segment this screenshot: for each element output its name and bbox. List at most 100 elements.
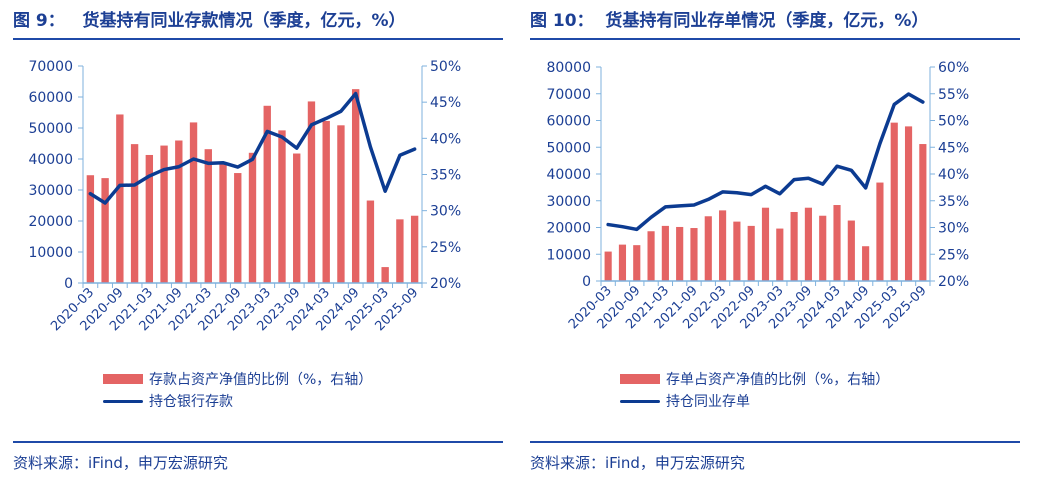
left-tick-label: 40000 xyxy=(546,167,591,183)
series-line xyxy=(88,91,417,205)
bar xyxy=(101,178,109,283)
legend-item-line: 持仓银行存款 xyxy=(103,390,372,412)
bar xyxy=(86,175,95,283)
left-tick-label: 70000 xyxy=(28,59,73,75)
left-tick-label: 10000 xyxy=(546,247,591,263)
left-tick-label: 30000 xyxy=(546,194,591,210)
bar xyxy=(862,246,870,281)
bar xyxy=(733,221,741,281)
bar xyxy=(676,226,684,281)
right-tick-label: 50% xyxy=(430,59,461,75)
legend-item-bar: 存款占资产净值的比例（%，右轴） xyxy=(103,368,372,390)
bar xyxy=(776,228,784,281)
right-tick-label: 30% xyxy=(430,204,461,220)
bar xyxy=(847,220,855,281)
source-note: 资料来源：iFind，申万宏源研究 xyxy=(13,454,228,472)
bar xyxy=(307,101,316,284)
chart-panel-cds: 图 10： 货基持有同业存单情况（季度，亿元，%） 0 10000 20000 300… xyxy=(530,0,1020,488)
right-tick-label: 25% xyxy=(938,247,969,263)
bar xyxy=(293,153,301,283)
title-divider xyxy=(13,38,503,40)
bar xyxy=(219,163,227,283)
legend-label: 存单占资产净值的比例（%，右轴） xyxy=(666,372,890,388)
bar xyxy=(396,219,404,283)
bar xyxy=(337,125,345,284)
chart-title: 图 9： 货基持有同业存款情况（季度，亿元，%） xyxy=(13,11,406,31)
bar xyxy=(833,205,841,281)
left-tick-label: 40000 xyxy=(28,152,73,168)
right-tick-label: 45% xyxy=(938,140,969,156)
chart-panel-deposits: 图 9： 货基持有同业存款情况（季度，亿元，%） 0 10000 20000 3000… xyxy=(13,0,503,488)
bar xyxy=(366,200,375,283)
legend-bar-swatch xyxy=(620,374,660,384)
bar xyxy=(719,210,727,281)
bar xyxy=(790,211,798,281)
chart-deposits: 0 10000 20000 30000 40000 50000 60000 70000 20% 2… xyxy=(28,59,461,334)
bar xyxy=(322,120,330,284)
bar xyxy=(263,105,271,284)
right-tick-label: 50% xyxy=(938,114,969,130)
right-tick-label: 25% xyxy=(430,240,461,256)
title-divider xyxy=(530,38,1020,40)
left-tick-label: 80000 xyxy=(546,60,591,76)
right-tick-label: 30% xyxy=(938,221,969,237)
right-tick-label: 60% xyxy=(938,60,969,76)
legend-line-swatch xyxy=(103,399,143,403)
chart-cds: 0 10000 20000 30000 40000 50000 60000 70000 8000… xyxy=(546,60,969,332)
legend-item-line: 持仓同业存单 xyxy=(620,390,889,412)
left-tick-label: 0 xyxy=(64,276,73,292)
bar xyxy=(761,207,770,281)
bar xyxy=(351,89,360,283)
right-tick-label: 40% xyxy=(938,167,969,183)
left-tick-label: 60000 xyxy=(546,114,591,130)
bar xyxy=(189,122,198,283)
bar xyxy=(130,144,139,283)
left-tick-label: 20000 xyxy=(28,214,73,230)
bar xyxy=(876,182,884,281)
right-tick-label: 35% xyxy=(430,168,461,184)
right-tick-label: 35% xyxy=(938,194,969,210)
bar xyxy=(919,144,927,281)
bar xyxy=(160,145,168,283)
legend-line-swatch xyxy=(620,399,660,403)
left-tick-label: 60000 xyxy=(28,90,73,106)
bar xyxy=(116,114,124,283)
bar xyxy=(690,228,698,281)
source-divider xyxy=(13,441,503,443)
left-tick-label: 0 xyxy=(582,274,591,290)
bar xyxy=(381,267,389,283)
bar xyxy=(890,122,898,281)
left-tick-label: 50000 xyxy=(546,140,591,156)
legend-label: 持仓银行存款 xyxy=(149,394,233,410)
bar xyxy=(904,126,913,281)
right-tick-label: 20% xyxy=(938,274,969,290)
bar xyxy=(704,216,712,281)
legend: 存款占资产净值的比例（%，右轴） 持仓银行存款 xyxy=(103,368,372,412)
bar xyxy=(633,245,641,281)
source-divider xyxy=(530,441,1020,443)
left-tick-label: 50000 xyxy=(28,121,73,137)
bar xyxy=(618,244,627,281)
left-tick-label: 10000 xyxy=(28,245,73,261)
legend: 存单占资产净值的比例（%，右轴） 持仓同业存单 xyxy=(620,368,889,412)
right-tick-label: 55% xyxy=(938,87,969,103)
legend-item-bar: 存单占资产净值的比例（%，右轴） xyxy=(620,368,889,390)
series-line xyxy=(606,92,925,232)
bar xyxy=(234,173,242,283)
bar xyxy=(819,215,827,281)
left-tick-label: 70000 xyxy=(546,87,591,103)
legend-bar-swatch xyxy=(103,374,143,384)
bar xyxy=(647,231,655,281)
right-tick-label: 40% xyxy=(430,131,461,147)
bar xyxy=(410,215,419,283)
right-tick-label: 45% xyxy=(430,95,461,111)
left-tick-label: 20000 xyxy=(546,221,591,237)
bar xyxy=(248,152,257,283)
bar xyxy=(661,225,669,281)
bar xyxy=(804,207,812,281)
bar xyxy=(604,251,612,281)
right-tick-label: 20% xyxy=(430,276,461,292)
legend-label: 存款占资产净值的比例（%，右轴） xyxy=(149,372,373,388)
bar xyxy=(175,140,183,283)
left-tick-label: 30000 xyxy=(28,183,73,199)
